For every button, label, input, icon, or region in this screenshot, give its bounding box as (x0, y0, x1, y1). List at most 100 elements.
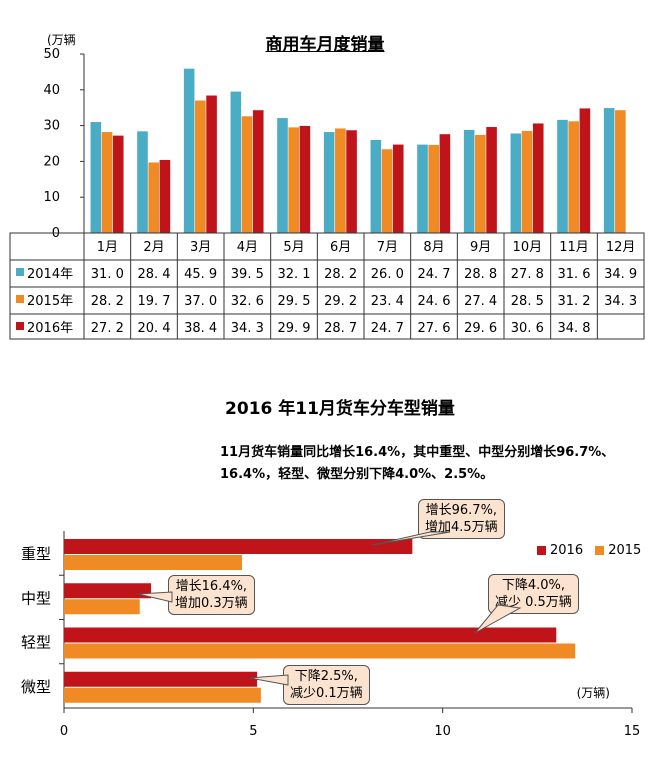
chart1-title: 商用车月度销量 (265, 35, 385, 55)
chart2-x-tick-label: 0 (60, 724, 68, 739)
chart1-legend-swatch (16, 295, 24, 303)
chart1-y-tick-label: 20 (43, 154, 60, 169)
chart1-data-label: 37. 0 (184, 294, 217, 309)
legend-label-2016: 2016 (550, 543, 584, 558)
chart1-bar (532, 123, 544, 233)
chart1-x-tick-label: 5月 (283, 240, 304, 255)
callout-medium-line1: 增长16.4%, (175, 579, 248, 594)
chart1-data-label: 31. 0 (91, 267, 124, 282)
chart1-x-tick-label: 9月 (470, 240, 491, 255)
chart1-data-label: 32. 1 (277, 267, 310, 282)
chart1-data-label: 27. 2 (91, 321, 124, 336)
callout-heavy-pointer (371, 531, 451, 546)
chart1-x-tick-label: 11月 (559, 240, 589, 255)
chart1-x-tick-label: 4月 (237, 240, 258, 255)
chart1-bar (288, 127, 299, 233)
chart1-legend-label: 2015年 (27, 294, 73, 309)
chart1-bar (615, 110, 626, 233)
chart1-y-tick-label: 40 (43, 83, 60, 98)
chart1-bar (346, 130, 357, 233)
chart1-x-tick-label: 6月 (330, 240, 351, 255)
chart1-data-label: 29. 9 (277, 321, 310, 336)
chart1-legend-label: 2016年 (27, 321, 73, 336)
chart1-y-tick-label: 10 (43, 190, 60, 205)
chart1-bar (230, 91, 242, 233)
chart1-data-label: 27. 8 (511, 267, 544, 282)
chart1-data-label: 24. 7 (371, 321, 404, 336)
chart1-x-tick-label: 12月 (606, 240, 636, 255)
chart1-data-label: 31. 2 (557, 294, 590, 309)
chart1-bar (112, 135, 124, 233)
chart1-bar (475, 134, 486, 233)
chart1-x-tick-label: 7月 (377, 240, 398, 255)
callout-medium-pointer (137, 591, 173, 603)
callout-light-line2: 减少 0.5万辆 (495, 595, 572, 610)
chart1-bar (439, 134, 451, 233)
chart2-bar (64, 599, 140, 615)
chart1-bar (159, 159, 171, 233)
chart1-x-tick-label: 2月 (143, 240, 164, 255)
chart1-bar (392, 144, 404, 233)
chart2-bar (64, 627, 557, 643)
chart2-x-tick-label: 5 (249, 724, 257, 739)
legend-item-2016: 2016 (537, 543, 583, 558)
chart1-bar (148, 162, 159, 233)
chart2-y-tick-label: 轻型 (21, 634, 51, 652)
chart1-bar (463, 129, 475, 233)
legend-swatch-2016 (537, 546, 546, 555)
chart1-bar (335, 128, 346, 233)
callout-micro-line2: 减少0.1万辆 (290, 686, 363, 701)
chart1-data-label: 29. 2 (324, 294, 357, 309)
chart1-data-label: 29. 6 (464, 321, 497, 336)
chart2-bar (64, 687, 261, 703)
chart2-bar (64, 671, 258, 687)
chart1-data-label: 27. 4 (464, 294, 497, 309)
chart1-x-tick-label: 10月 (513, 240, 543, 255)
chart2-unit-label: (万辆) (577, 686, 610, 700)
chart2-y-tick-label: 微型 (21, 678, 51, 696)
chart1-data-label: 34. 3 (231, 321, 264, 336)
callout-micro: 下降2.5%, 减少0.1万辆 (283, 665, 370, 705)
chart1-data-label: 30. 6 (511, 321, 544, 336)
chart2-summary: 11月货车销量同比增长16.4%，其中重型、中型分别增长96.7%、 16.4%… (220, 445, 615, 482)
chart1-data-label: 26. 0 (371, 267, 404, 282)
chart1-y-unit: (万辆 (47, 33, 76, 47)
chart1-bar (206, 95, 217, 233)
chart1-data-label: 39. 5 (231, 267, 264, 282)
chart1-bar (486, 127, 497, 233)
chart1-bar (603, 108, 615, 233)
chart1-bar (557, 119, 568, 233)
chart1-data-label: 32. 6 (231, 294, 264, 309)
chart1-data-label: 28. 4 (137, 267, 170, 282)
chart1-bar (381, 149, 393, 233)
chart1-legend-label: 2014年 (27, 267, 73, 282)
chart1-data-label: 27. 6 (417, 321, 450, 336)
callout-heavy-line1: 增长96.7%, (425, 503, 498, 518)
chart1-data-label: 34. 3 (604, 294, 637, 309)
chart1-bar (428, 144, 439, 233)
chart1-bar (299, 125, 311, 233)
chart1-bar (252, 110, 264, 233)
chart1-data-label: 28. 2 (91, 294, 124, 309)
chart1-bar (579, 108, 591, 233)
chart1-data-label: 45. 9 (184, 267, 217, 282)
chart1-bar (195, 100, 206, 233)
chart1-data-label: 24. 7 (417, 267, 450, 282)
legend-item-2015: 2015 (595, 543, 641, 558)
chart1-bar (521, 130, 533, 233)
chart1-x-tick-label: 1月 (97, 240, 118, 255)
chart2-bar (64, 583, 152, 599)
chart2-y-tick-label: 中型 (21, 589, 51, 607)
callout-micro-pointer (249, 674, 289, 686)
chart1-x-tick-label: 3月 (190, 240, 211, 255)
callout-light-pointer (474, 604, 522, 634)
chart1-bar (568, 121, 579, 233)
chart1-bar (370, 139, 382, 233)
chart1-legend-swatch (16, 322, 24, 330)
chart1-y-tick-label: 50 (43, 47, 60, 62)
chart1-bar (417, 144, 428, 233)
chart1-bar (323, 132, 335, 233)
chart1-data-label: 23. 4 (371, 294, 404, 309)
chart1-data-label: 31. 6 (557, 267, 590, 282)
